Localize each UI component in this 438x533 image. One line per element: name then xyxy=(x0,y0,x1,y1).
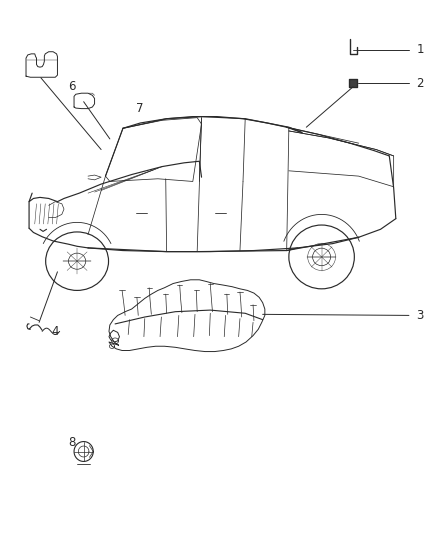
Text: 2: 2 xyxy=(417,77,424,90)
Text: 1: 1 xyxy=(417,43,424,56)
Text: 3: 3 xyxy=(417,309,424,322)
Text: 8: 8 xyxy=(68,437,76,449)
Text: 7: 7 xyxy=(136,102,144,115)
Text: 4: 4 xyxy=(51,325,58,338)
Text: 6: 6 xyxy=(68,80,76,93)
